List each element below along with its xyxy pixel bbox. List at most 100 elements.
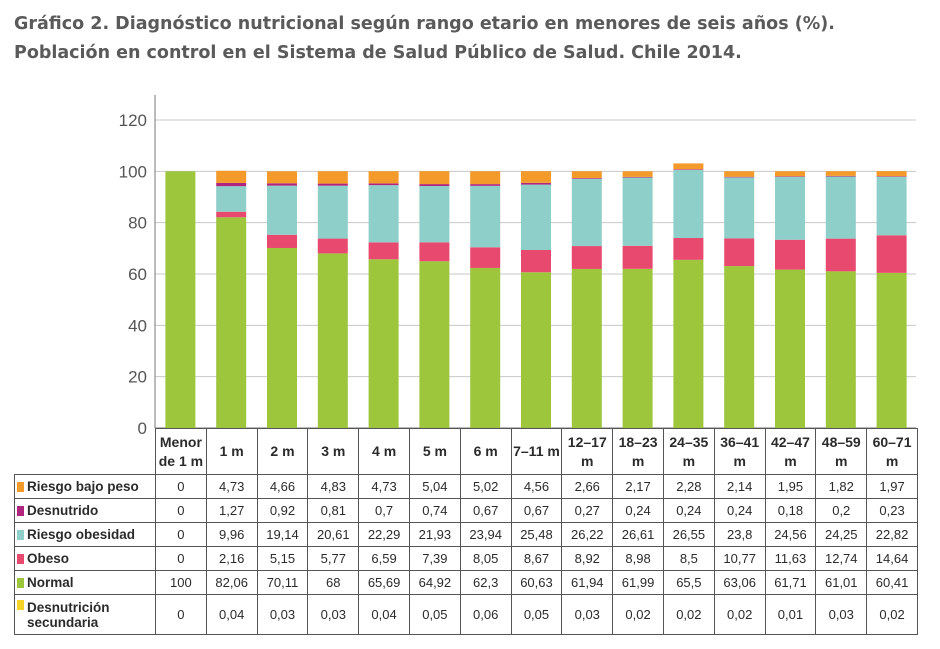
data-label: 11,63 xyxy=(764,546,817,571)
data-label: 2,28 xyxy=(662,474,715,499)
bar-segment-riesgo-obesidad xyxy=(724,177,755,239)
data-label: 24,25 xyxy=(815,522,868,547)
bar-segment-obeso xyxy=(775,239,805,270)
bar-segment-riesgo-obesidad xyxy=(622,177,653,246)
data-label: 60,41 xyxy=(866,570,918,595)
x-tick-label: 12–17 m xyxy=(561,428,614,475)
bar-segment-normal xyxy=(571,268,602,428)
bar-segment-desnutrido xyxy=(724,176,755,178)
data-label: 4,73 xyxy=(358,474,410,499)
data-label: 0,24 xyxy=(713,498,766,523)
y-tick-label: 60 xyxy=(128,265,147,284)
data-label: 64,92 xyxy=(408,570,461,595)
bar-segment-obeso xyxy=(622,245,653,269)
data-label: 0,03 xyxy=(256,594,309,635)
legend-entry: Riesgo obesidad xyxy=(14,522,156,547)
x-tick-label: 3 m xyxy=(307,428,360,475)
bar-segment-obeso xyxy=(267,234,297,248)
bar-segment-desnutrido xyxy=(775,176,805,177)
data-label: 24,56 xyxy=(764,522,817,547)
y-tick-label: 80 xyxy=(128,214,147,233)
series-name: Normal xyxy=(27,575,74,590)
data-label: 61,99 xyxy=(612,570,664,595)
data-label: 2,16 xyxy=(205,546,258,571)
series-name: Riesgo bajo peso xyxy=(27,479,139,494)
data-label: 0,03 xyxy=(815,594,868,635)
data-label: 0 xyxy=(155,594,207,635)
bar-segment-obeso xyxy=(521,250,551,273)
y-tick-label: 20 xyxy=(128,368,147,387)
data-label: 0,24 xyxy=(612,498,664,523)
table-row: Riesgo obesidad 0 9,96 19,14 20,61 22,29 21,93… xyxy=(14,522,918,547)
data-label: 61,94 xyxy=(561,570,614,595)
x-tick-label: 18–23 m xyxy=(612,428,664,475)
bar-segment-riesgo-bajo-peso xyxy=(775,171,805,177)
data-label: 61,71 xyxy=(764,570,817,595)
bar-segment-obeso xyxy=(673,238,704,260)
data-label: 12,74 xyxy=(815,546,868,571)
bar-segment-riesgo-obesidad xyxy=(876,176,907,236)
data-label: 22,82 xyxy=(866,522,918,547)
bar-segment-riesgo-obesidad xyxy=(521,184,551,251)
bar-segment-riesgo-obesidad xyxy=(368,185,399,243)
data-label: 25,48 xyxy=(510,522,563,547)
data-label: 0 xyxy=(155,474,207,499)
legend-swatch xyxy=(17,530,24,540)
data-label: 19,14 xyxy=(256,522,309,547)
bar-segment-riesgo-obesidad xyxy=(317,185,348,239)
x-tick-label: 7–11 m xyxy=(510,428,563,475)
data-label: 0,92 xyxy=(256,498,309,523)
bar-segment-riesgo-bajo-peso xyxy=(521,171,551,183)
series-name: Desnutrición secundaria xyxy=(27,599,110,630)
x-tick-label: 60–71 m xyxy=(866,428,918,475)
data-label: 0,02 xyxy=(866,594,918,635)
data-label: 26,22 xyxy=(561,522,614,547)
bar-segment-riesgo-bajo-peso xyxy=(470,171,501,185)
chart-title: Gráfico 2. Diagnóstico nutricional según… xyxy=(14,14,835,63)
data-label: 0,05 xyxy=(408,594,461,635)
bar-segment-riesgo-bajo-peso xyxy=(216,170,247,183)
legend-swatch xyxy=(17,482,24,492)
series-name: Desnutrido xyxy=(27,503,99,518)
data-label: 0 xyxy=(155,498,207,523)
data-label: 2,14 xyxy=(713,474,766,499)
data-label: 0,23 xyxy=(866,498,918,523)
data-label: 0 xyxy=(155,522,207,547)
table-row: Desnutrido 0 1,27 0,92 0,81 0,7 0,74 0,67 0,67 0,… xyxy=(14,498,918,523)
data-label: 0,05 xyxy=(510,594,563,635)
bar-segment-riesgo-bajo-peso xyxy=(825,171,856,176)
table-row: Obeso 0 2,16 5,15 5,77 6,59 7,39 8,05 8,67 8,92 8,… xyxy=(14,546,918,571)
bar-segment-obeso xyxy=(419,242,450,262)
data-label: 5,77 xyxy=(307,546,360,571)
x-tick-label: 1 m xyxy=(205,428,258,475)
data-label: 0,03 xyxy=(561,594,614,635)
bar-segment-obeso xyxy=(216,211,247,218)
y-tick-label: 40 xyxy=(128,316,147,335)
data-label: 26,55 xyxy=(662,522,715,547)
legend-swatch xyxy=(17,600,24,611)
data-label: 0,03 xyxy=(307,594,360,635)
data-label: 4,66 xyxy=(256,474,309,499)
legend-swatch xyxy=(17,578,24,588)
x-tick-label: 36–41 m xyxy=(713,428,766,475)
data-label: 9,96 xyxy=(205,522,258,547)
table-row: Normal 100 82,06 70,11 68 65,69 64,92 62,3 60,63… xyxy=(14,570,918,595)
x-tick-label: 2 m xyxy=(256,428,309,475)
bar-segment-riesgo-obesidad xyxy=(470,185,501,248)
data-label: 0,74 xyxy=(408,498,461,523)
data-label: 5,04 xyxy=(408,474,461,499)
data-label: 5,15 xyxy=(256,546,309,571)
bar-segment-desnutrido xyxy=(216,182,247,187)
bar-segment-riesgo-bajo-peso xyxy=(571,171,602,179)
x-tick-label: 6 m xyxy=(459,428,512,475)
data-label: 0,06 xyxy=(459,594,512,635)
data-label: 82,06 xyxy=(205,570,258,595)
x-tick-label: Menor de 1 m xyxy=(155,428,207,475)
bar-segment-desnutrido xyxy=(368,183,399,186)
bar-segment-normal xyxy=(673,259,704,428)
data-label: 63,06 xyxy=(713,570,766,595)
data-label: 0 xyxy=(155,546,207,571)
bar-segment-normal xyxy=(317,253,348,428)
bar-segment-riesgo-bajo-peso xyxy=(317,171,348,184)
y-tick-label: 100 xyxy=(119,162,147,181)
